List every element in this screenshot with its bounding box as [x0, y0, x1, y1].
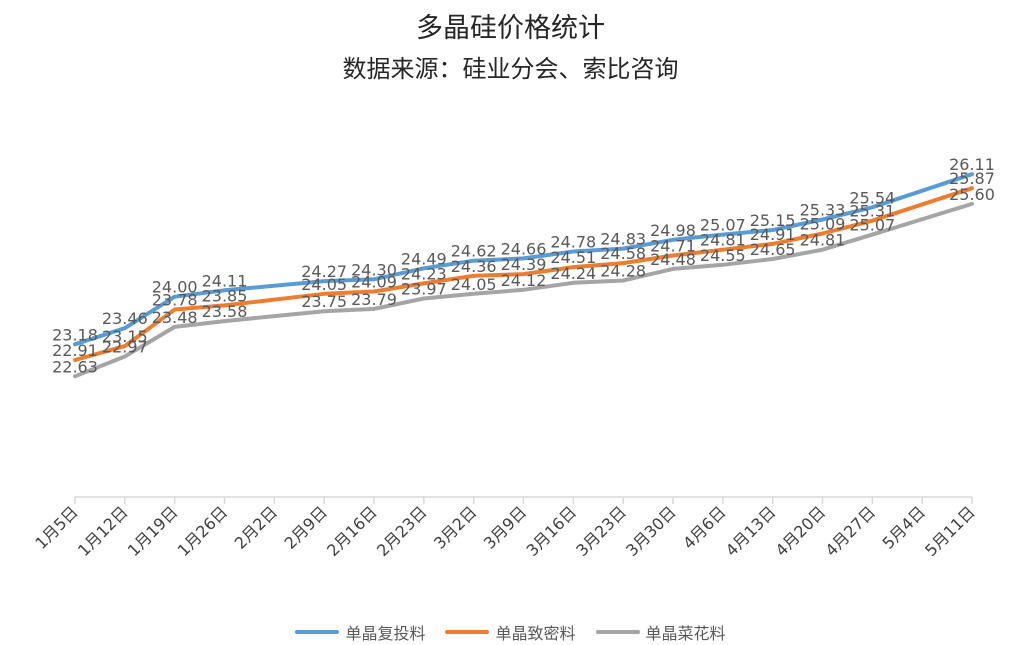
x-tick-label: 4月13日: [722, 502, 780, 560]
data-label: 25.33: [800, 201, 846, 220]
legend-label: 单晶菜花料: [645, 624, 726, 643]
legend-item-caihua[interactable]: 单晶菜花料: [595, 620, 726, 644]
chart-title: 多晶硅价格统计: [416, 13, 605, 44]
legend-swatch-blue: [295, 630, 340, 634]
data-label: 24.39: [501, 255, 547, 274]
data-label: 24.05: [301, 275, 347, 294]
data-label: 24.81: [700, 231, 746, 250]
legend-label: 单晶复投料: [345, 624, 426, 643]
legend-item-zhimi[interactable]: 单晶致密料: [445, 620, 576, 644]
x-tick-label: 3月2日: [430, 502, 480, 552]
chart-subtitle: 数据来源：硅业分会、索比咨询: [342, 55, 679, 83]
data-label: 23.58: [202, 302, 248, 321]
data-label: 22.97: [102, 338, 148, 357]
x-tick-label: 5月11日: [921, 502, 979, 560]
legend-label: 单晶致密料: [495, 624, 576, 643]
data-label: 25.07: [700, 216, 746, 235]
data-label: 24.27: [301, 262, 347, 281]
data-label: 22.91: [52, 341, 98, 360]
data-label: 23.48: [152, 308, 198, 327]
legend-swatch-orange: [445, 630, 490, 634]
data-label: 24.51: [550, 248, 596, 267]
data-label: 24.66: [501, 239, 547, 258]
x-tick-label: 1月12日: [74, 502, 132, 560]
x-tick-label: 2月2日: [231, 502, 281, 552]
data-label: 24.48: [650, 250, 696, 269]
legend: 单晶复投料 单晶致密料 单晶菜花料: [0, 620, 1021, 644]
x-tick-label: 3月23日: [572, 502, 630, 560]
x-tick-label: 2月16日: [323, 502, 381, 560]
data-label: 24.71: [650, 237, 696, 256]
data-label: 24.30: [351, 260, 397, 279]
series-line-0: [73, 172, 974, 347]
data-label: 24.09: [351, 273, 397, 292]
data-label: 24.11: [202, 271, 248, 290]
data-label: 24.23: [401, 264, 447, 283]
data-label: 25.07: [849, 216, 895, 235]
data-label: 22.63: [52, 357, 98, 376]
x-tick-label: 1月26日: [174, 502, 232, 560]
data-label: 24.81: [800, 231, 846, 250]
x-tick-label: 4月27日: [821, 502, 879, 560]
data-label: 23.78: [152, 291, 198, 310]
data-label: 25.54: [849, 188, 895, 207]
data-label: 24.00: [152, 278, 198, 297]
data-label: 25.87: [949, 169, 995, 188]
data-label: 24.05: [451, 275, 497, 294]
x-tick-label: 1月19日: [124, 502, 182, 560]
data-label: 24.78: [550, 232, 596, 251]
data-label: 23.97: [401, 279, 447, 298]
x-tick-label: 3月16日: [522, 502, 580, 560]
data-label: 24.98: [650, 221, 696, 240]
data-label: 25.15: [750, 211, 796, 230]
data-label: 23.15: [102, 327, 148, 346]
data-label: 24.55: [700, 246, 746, 265]
data-label: 24.65: [750, 240, 796, 259]
data-label: 24.58: [600, 244, 646, 263]
data-label: 23.79: [351, 290, 397, 309]
data-label: 24.28: [600, 261, 646, 280]
legend-item-fuzhou[interactable]: 单晶复投料: [295, 620, 425, 644]
data-label: 24.24: [550, 264, 596, 283]
data-label: 26.11: [949, 155, 995, 174]
data-label: 24.49: [401, 249, 447, 268]
data-label: 23.46: [102, 309, 148, 328]
data-label: 25.09: [800, 214, 846, 233]
data-label: 24.91: [750, 225, 796, 244]
series-line-1: [73, 186, 974, 362]
x-tick-label: 3月30日: [622, 502, 680, 560]
x-tick-label: 4月20日: [772, 502, 830, 560]
data-label: 23.75: [301, 292, 347, 311]
series-line-2: [73, 201, 974, 379]
data-label: 25.60: [949, 185, 995, 204]
data-label: 23.18: [52, 325, 98, 344]
data-label: 23.85: [202, 286, 248, 305]
data-label: 25.31: [849, 202, 895, 221]
data-label: 24.83: [600, 230, 646, 249]
legend-swatch-gray: [595, 630, 640, 634]
data-label: 24.62: [451, 242, 497, 261]
data-label: 24.36: [451, 257, 497, 276]
data-label: 24.12: [501, 271, 547, 290]
x-tick-label: 2月23日: [373, 502, 431, 560]
